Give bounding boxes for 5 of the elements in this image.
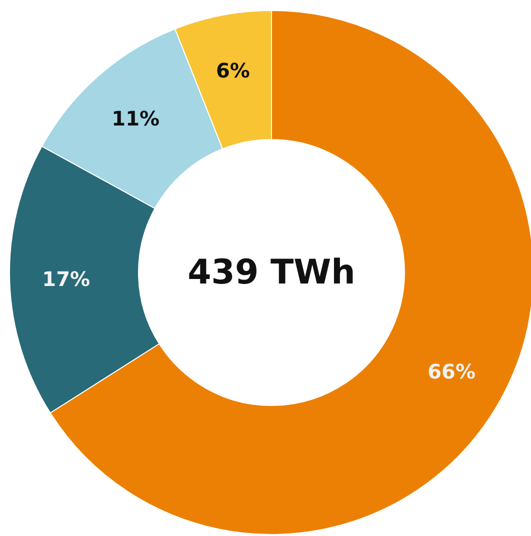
data-label: 66% xyxy=(428,360,476,384)
text: 439 TWh xyxy=(188,252,356,292)
data-label: 17% xyxy=(42,266,90,291)
data-label: 11% xyxy=(112,106,160,130)
data-label: 6% xyxy=(216,58,250,83)
